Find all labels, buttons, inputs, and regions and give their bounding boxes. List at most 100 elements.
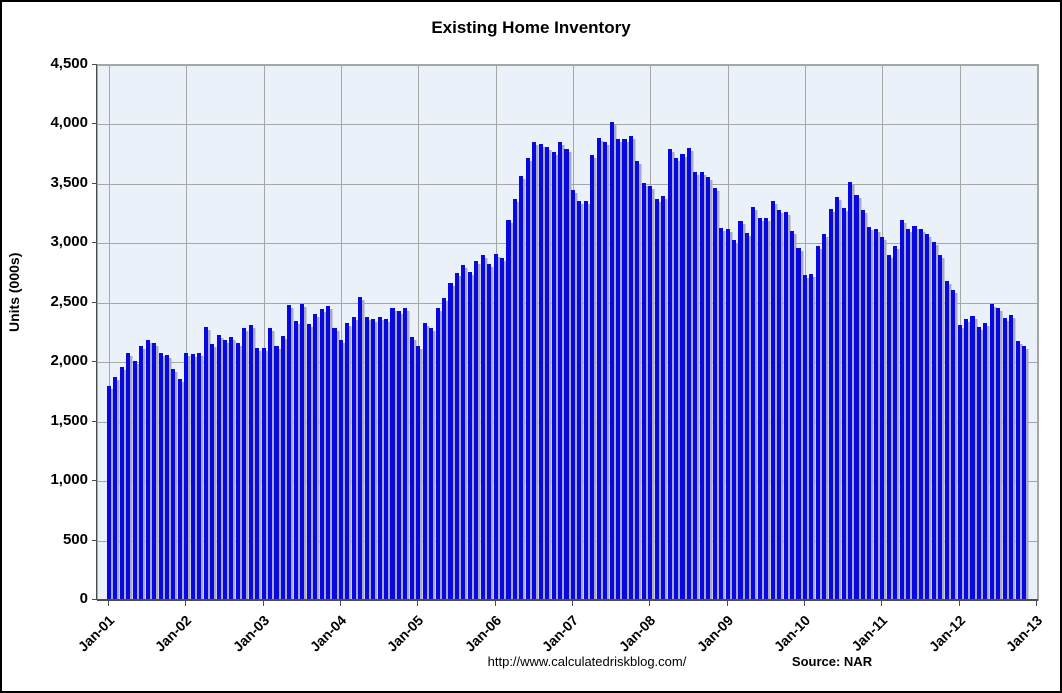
bar <box>841 207 846 600</box>
bar <box>1015 340 1020 600</box>
gridline-v <box>1037 65 1038 600</box>
footer-url: http://www.calculatedriskblog.com/ <box>487 654 687 669</box>
x-tick-mark <box>494 601 496 606</box>
gridline-v <box>109 65 110 600</box>
y-tick-label: 0 <box>79 590 88 607</box>
x-axis-line <box>97 599 1038 601</box>
bar <box>616 138 621 600</box>
bar <box>719 227 724 600</box>
bar <box>712 187 717 600</box>
y-tick-mark <box>92 123 97 125</box>
bar <box>506 219 511 600</box>
bar <box>461 264 466 600</box>
bar <box>706 176 711 600</box>
bar <box>751 206 756 600</box>
bar <box>860 210 866 600</box>
bar <box>229 337 234 600</box>
bar <box>300 304 305 600</box>
x-tick-mark <box>804 601 805 606</box>
bar <box>790 231 795 600</box>
y-tick-mark <box>92 301 97 303</box>
bar <box>306 324 311 600</box>
bar <box>603 142 608 600</box>
gridline-v <box>263 65 265 600</box>
x-tick-mark <box>108 601 109 606</box>
bar <box>1022 345 1027 600</box>
footer-source: Source: NAR <box>791 654 873 669</box>
bar <box>802 275 808 600</box>
bar <box>738 220 743 600</box>
y-tick-mark <box>92 361 97 363</box>
bar <box>429 327 434 600</box>
bar <box>964 319 969 600</box>
bar <box>448 282 453 600</box>
y-tick-mark <box>92 182 97 184</box>
bar <box>126 352 131 600</box>
bar <box>848 181 853 600</box>
bar <box>177 378 182 600</box>
x-tick-label: Jan-03 <box>229 612 273 655</box>
bar <box>867 226 872 600</box>
bar <box>622 138 627 600</box>
bar <box>835 197 840 600</box>
bar <box>809 274 814 600</box>
bar <box>931 242 936 600</box>
bar <box>152 343 157 600</box>
bar <box>693 172 698 600</box>
y-tick-label: 1,000 <box>50 471 88 489</box>
gridline-v <box>186 65 188 600</box>
bar <box>564 149 569 600</box>
x-tick-mark <box>881 601 883 606</box>
bar <box>551 151 556 600</box>
bar <box>944 281 949 600</box>
bar <box>674 157 679 600</box>
bar <box>351 317 356 600</box>
bar <box>822 233 827 600</box>
x-tick-label: Jan-12 <box>925 612 968 655</box>
x-tick-mark <box>340 601 341 606</box>
bar <box>145 339 150 600</box>
bar <box>203 326 208 600</box>
bar <box>899 219 904 600</box>
bar <box>384 319 389 600</box>
bar <box>467 271 472 600</box>
bar <box>1002 318 1007 600</box>
bar <box>280 336 286 600</box>
bar <box>293 320 298 600</box>
bar <box>480 255 485 600</box>
bar <box>519 175 524 600</box>
bar <box>197 352 202 600</box>
bar <box>332 327 337 600</box>
bar <box>139 345 144 600</box>
y-tick-label: 4,000 <box>50 114 88 132</box>
x-tick-mark <box>958 601 960 606</box>
bar <box>770 200 775 600</box>
bar <box>667 149 672 600</box>
bar <box>338 339 344 600</box>
bar <box>422 323 427 600</box>
bar <box>764 218 769 600</box>
x-tick-mark <box>649 601 651 606</box>
y-tick-mark <box>92 480 97 482</box>
gridline-v <box>418 65 420 600</box>
x-tick-label: Jan-02 <box>151 612 195 655</box>
gridline-v <box>341 65 342 600</box>
bar <box>796 248 801 600</box>
bar <box>957 325 962 600</box>
bar <box>274 345 279 600</box>
bar <box>545 147 550 600</box>
bar <box>500 257 505 600</box>
bar <box>390 307 395 600</box>
bar <box>558 142 563 600</box>
bar <box>951 289 956 600</box>
gridline-h <box>98 124 1038 126</box>
bar <box>983 323 988 600</box>
plot-area <box>97 64 1039 601</box>
bar <box>938 255 943 600</box>
bar <box>164 355 170 600</box>
bar <box>783 212 788 600</box>
y-tick-mark <box>92 420 97 422</box>
bar <box>996 307 1001 600</box>
bar <box>184 352 189 600</box>
y-axis-line <box>96 64 97 600</box>
